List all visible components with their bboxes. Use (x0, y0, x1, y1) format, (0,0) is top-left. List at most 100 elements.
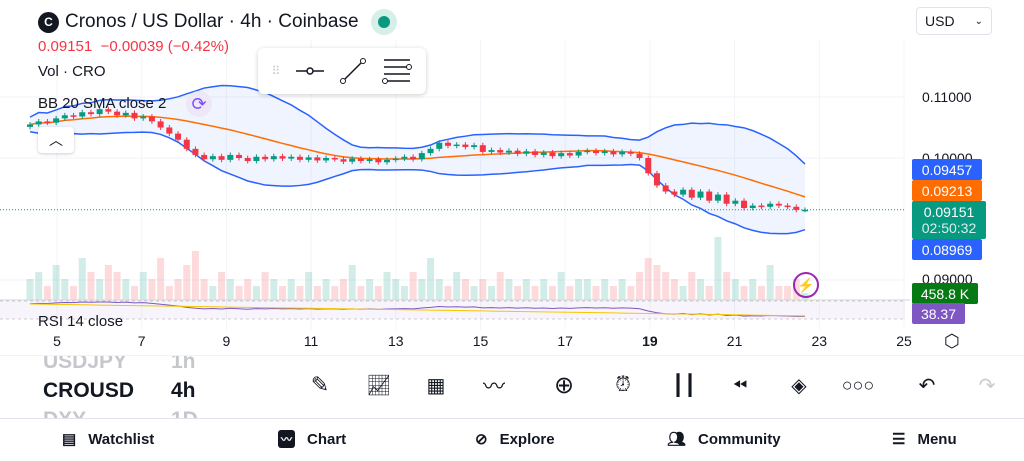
compare-icon[interactable]: 〰 (482, 374, 505, 399)
volume-bar (514, 286, 522, 300)
watchlist-symbol[interactable]: USDJPY (43, 355, 128, 373)
volume-bar (148, 279, 156, 300)
nav-watchlist[interactable]: ▤ Watchlist (62, 430, 154, 449)
nav-chart[interactable]: 〰 Chart (278, 430, 346, 448)
watchlist-interval[interactable]: 1h (171, 355, 196, 373)
cronos-logo-icon: C (38, 11, 59, 33)
horizontal-line-icon[interactable] (296, 65, 325, 77)
volume-bar (174, 279, 182, 300)
candles-icon[interactable]: ┃┃ (671, 374, 697, 397)
watchlist-icon: ▤ (62, 431, 77, 448)
undo-icon[interactable]: ↶ (918, 374, 936, 397)
volume-bar (505, 279, 513, 300)
candle (44, 121, 51, 123)
draw-pen-icon[interactable]: ✎ (310, 372, 330, 397)
volume-bar (366, 279, 374, 300)
drag-handle-icon[interactable]: ⠿ (271, 64, 282, 78)
lightning-icon[interactable]: ⚡ (793, 272, 819, 298)
candle (671, 191, 678, 195)
candle (140, 116, 147, 119)
community-icon: 👥︎ (667, 431, 687, 448)
currency-select[interactable]: USD ⌄ (916, 7, 992, 35)
volume-bar (688, 272, 696, 300)
volume-bar (427, 258, 435, 300)
volume-bar (191, 251, 199, 300)
rsi-legend[interactable]: RSI 14 close (38, 313, 124, 330)
watchlist-interval[interactable]: 4h (171, 379, 196, 402)
candle (593, 150, 600, 154)
volume-bar (531, 286, 539, 300)
volume-bar (644, 258, 652, 300)
candle (175, 133, 182, 140)
nav-label: Explore (499, 430, 555, 448)
trend-line-icon[interactable] (339, 57, 367, 85)
menu-icon: ☰ (892, 431, 906, 448)
volume-bar (749, 279, 757, 300)
candle (653, 173, 660, 186)
candle (305, 157, 312, 160)
volume-tag: 458.8 K (912, 283, 978, 304)
candle (70, 115, 77, 117)
chart-title[interactable]: C Cronos / US Dollar · 4h · Coinbase (38, 9, 397, 35)
volume-bar (235, 286, 243, 300)
candle (410, 156, 417, 160)
volume-bar (339, 279, 347, 300)
price-chart[interactable] (0, 0, 1024, 330)
candle (558, 153, 565, 157)
collapse-legend-button[interactable]: ︿ (38, 127, 74, 153)
volume-bar (583, 279, 591, 300)
watchlist-interval[interactable]: 1D (171, 408, 198, 418)
candle (384, 159, 391, 163)
candle (723, 194, 730, 204)
bottom-nav: ▤ Watchlist 〰 Chart ⊘ Explore 👥︎ Community ☰… (0, 418, 1024, 461)
volume-bar (313, 286, 321, 300)
bb-basis-tag: 0.09213 (912, 180, 982, 201)
watchlist-symbol[interactable]: DXY (43, 408, 86, 418)
indicators-icon[interactable]: 📈︎ (366, 374, 392, 397)
candle (270, 156, 277, 160)
symbol-title: Cronos / US Dollar · 4h · Coinbase (65, 11, 359, 32)
volume-bar (453, 272, 461, 300)
fib-retracement-icon[interactable] (382, 57, 413, 85)
watchlist-picker[interactable]: USDJPY 1h CROUSD 4h DXY 1D (0, 355, 1024, 418)
add-circle-icon[interactable]: ⊕ (553, 371, 575, 399)
candle (79, 112, 86, 117)
candle (793, 206, 800, 210)
market-status-icon[interactable] (370, 9, 397, 35)
volume-bar (26, 279, 34, 300)
layout-grid-icon[interactable]: ▦ (426, 374, 446, 397)
watchlist-symbol[interactable]: CROUSD (43, 379, 135, 402)
volume-bar (548, 286, 556, 300)
alarm-icon[interactable]: ⏰︎ (615, 373, 631, 396)
nav-menu[interactable]: ☰ Menu (892, 430, 957, 449)
volume-bar (566, 286, 574, 300)
candle (340, 159, 347, 162)
candle (784, 205, 791, 208)
settings-hexagon-icon[interactable]: ⬡ (944, 331, 960, 351)
volume-bar (252, 286, 260, 300)
candle (540, 152, 547, 155)
volume-bar (740, 286, 748, 300)
candle (514, 150, 521, 154)
volume-legend[interactable]: Vol · CRO (38, 63, 106, 80)
layers-icon[interactable]: ◈ (791, 374, 807, 397)
nav-explore[interactable]: ⊘ Explore (475, 430, 555, 449)
bb-basis-line (29, 115, 806, 198)
volume-bar (157, 258, 165, 300)
candle (201, 154, 208, 160)
volume-bar (592, 286, 600, 300)
candle (227, 154, 234, 160)
replay-icon[interactable]: ⏪︎ (732, 374, 748, 395)
candle (802, 209, 808, 212)
candle (479, 145, 486, 152)
candle (357, 158, 364, 162)
nav-community[interactable]: 👥︎ Community (667, 430, 781, 449)
candle (767, 203, 774, 207)
candle (218, 156, 225, 160)
more-icon[interactable]: ○○○ (841, 374, 875, 395)
volume-bar (61, 279, 69, 300)
refresh-icon[interactable]: ⟳ (186, 91, 212, 117)
bb-legend[interactable]: BB 20 SMA close 2 (38, 95, 167, 112)
volume-bar (479, 279, 487, 300)
redo-icon[interactable]: ↷ (978, 374, 996, 397)
